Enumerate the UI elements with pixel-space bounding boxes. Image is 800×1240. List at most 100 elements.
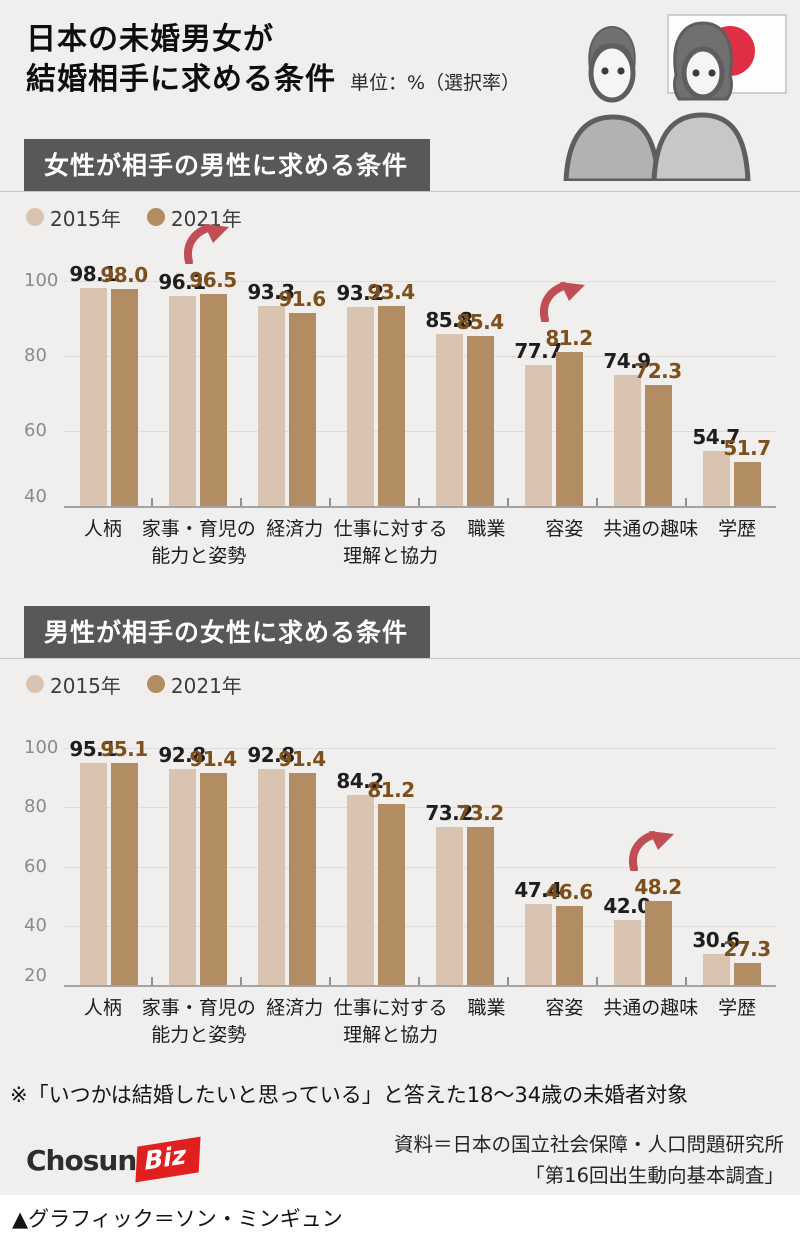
value-label: 85.8 [425, 308, 473, 333]
source-text: 資料＝日本の国立社会保障・人口問題研究所 「第16回出生動向基本調査」 [394, 1129, 784, 1191]
value-label: 95.1 [100, 736, 148, 761]
gridline [64, 748, 776, 749]
bar-2021年: 72.3 [634, 359, 682, 506]
category-label: 家事・育児の 能力と姿勢 [141, 518, 256, 567]
category-label: 仕事に対する 理解と協力 [333, 518, 448, 567]
category-label: 学歴 [718, 518, 757, 540]
bar-2021年: 96.5 [183, 224, 237, 506]
category-label: 共通の趣味 [603, 518, 699, 540]
increase-arrow-icon [539, 281, 586, 324]
y-axis-tick-label: 20 [24, 965, 47, 986]
category-label: 人柄 [83, 518, 122, 540]
bar-2021年: 81.2 [367, 778, 415, 985]
chosunbiz-logo: Chosun Biz [26, 1136, 201, 1182]
bar-2015年: 30.6 [692, 928, 740, 985]
bar-2021年: 48.2 [628, 831, 682, 985]
bar-group: 54.7 51.7 [687, 281, 776, 506]
value-label: 91.4 [278, 747, 326, 772]
bar-2015年: 54.7 [692, 425, 740, 506]
legend-men: 2015年 2021年 [26, 670, 800, 699]
legend-2015-swatch-icon [26, 675, 44, 693]
gridline [64, 431, 776, 432]
bar-group: 93.2 93.4 [331, 280, 420, 506]
value-label: 77.7 [514, 338, 562, 363]
value-label: 73.2 [456, 801, 504, 826]
logo-chosun-text: Chosun [26, 1143, 137, 1177]
value-label: 92.8 [247, 743, 295, 768]
bar-2015年: 73.2 [425, 801, 473, 985]
category-label: 家事・育児の 能力と姿勢 [141, 997, 256, 1046]
source-line1: 資料＝日本の国立社会保障・人口問題研究所 [393, 1133, 784, 1156]
category-label: 人柄 [83, 997, 122, 1019]
value-label: 96.5 [189, 268, 237, 293]
category-label: 職業 [467, 997, 506, 1019]
bar-group: 96.1 96.5 [153, 224, 242, 506]
legend-women: 2015年 2021年 [26, 203, 800, 232]
page-title-line2: 結婚相手に求める条件 [26, 62, 336, 97]
credit-text: ▲グラフィック＝ソン・ミンギュン [12, 1206, 343, 1231]
y-axis-tick-label: 100 [24, 737, 59, 758]
bar-2015年: 85.8 [425, 308, 473, 506]
value-label: 72.3 [634, 358, 682, 383]
bar-2015年: 92.8 [158, 743, 206, 985]
y-axis-tick-label: 80 [24, 796, 47, 818]
bar-group: 74.9 72.3 [598, 281, 687, 506]
legend-2015-swatch-icon [26, 208, 44, 226]
value-label: 91.4 [189, 747, 237, 772]
value-label: 74.9 [603, 349, 651, 374]
title-block: 日本の未婚男女が 結婚相手に求める条件 単位：%（選択率） [0, 0, 800, 103]
bar-group: 95.1 95.1 [64, 737, 153, 985]
increase-arrow-svg [539, 281, 585, 324]
bar-2015年: 95.1 [69, 737, 117, 985]
value-label: 48.2 [634, 875, 682, 900]
gridline [64, 866, 776, 868]
bar-2015年: 96.1 [158, 270, 206, 506]
bar-2021年: 91.4 [278, 747, 326, 985]
value-label: 98.0 [100, 262, 148, 287]
category-axis-women: 人柄 家事・育児の 能力と姿勢 経済力 仕事に対する 理解と協力 職業 容姿 共通の趣味 学歴 [64, 508, 776, 570]
gridline [64, 925, 776, 927]
y-axis-tick-label: 100 [24, 270, 59, 291]
category-label: 職業 [467, 518, 506, 540]
bar-2015年: 47.4 [514, 878, 562, 985]
unit-label: 単位：%（選択率） [350, 72, 521, 94]
y-axis-tick-label: 80 [24, 345, 47, 366]
increase-arrow-icon [183, 224, 230, 267]
chart-men: 100 80 60 40 20 95.1 95.1 92.8 91.4 92.8 91.4 84.2 8… [24, 737, 776, 1049]
value-label: 93.3 [247, 280, 295, 305]
bar-2015年: 42.0 [603, 894, 651, 985]
legend-2021-label: 2021年 [170, 673, 242, 698]
bar-group: 92.8 91.4 [153, 743, 242, 985]
value-label: 47.4 [514, 877, 562, 902]
value-label: 96.1 [158, 269, 206, 294]
value-label: 73.2 [425, 801, 473, 826]
bar-2015年: 93.3 [247, 280, 295, 506]
value-label: 54.7 [692, 424, 740, 449]
plot-area-women: 100 80 60 40 98.1 98.0 96.1 96.5 93.3 91.6 93.2 93.… [24, 224, 776, 508]
legend-2021-swatch-icon [146, 208, 165, 226]
woman-icon [651, 21, 751, 184]
bar-2021年: 46.6 [545, 880, 593, 985]
value-label: 51.7 [723, 436, 771, 461]
y-axis-tick-label: 40 [24, 914, 47, 936]
value-label: 98.1 [69, 262, 117, 287]
plot-area-men: 100 80 60 40 20 95.1 95.1 92.8 91.4 92.8 91.4 84.2 8… [24, 737, 776, 987]
bar-group: 84.2 81.2 [331, 748, 420, 985]
bar-2021年: 51.7 [723, 436, 771, 506]
bar-group: 73.2 73.2 [420, 748, 509, 985]
bar-group: 77.7 81.2 [509, 281, 598, 506]
legend-item-2015: 2015年 [26, 670, 121, 699]
bar-group: 47.4 46.6 [509, 748, 598, 985]
bar-group: 30.6 27.3 [687, 748, 776, 985]
legend-item-2021: 2021年 [146, 203, 242, 232]
value-label: 84.2 [336, 768, 384, 793]
page-title: 日本の未婚男女が 結婚相手に求める条件 単位：%（選択率） [26, 20, 800, 103]
section-women-rule: 女性が相手の男性に求める条件 [0, 139, 800, 192]
logo-biz-text: Biz [143, 1139, 188, 1176]
chart-women: 100 80 60 40 98.1 98.0 96.1 96.5 93.3 91.6 93.2 93.… [24, 224, 776, 570]
footnote: ※「いつかは結婚したいと思っている」と答えた18〜34歳の未婚者対象 [10, 1083, 689, 1107]
gridline [64, 356, 776, 357]
credit-strip: ▲グラフィック＝ソン・ミンギュン [0, 1195, 800, 1240]
category-label: 容姿 [545, 518, 584, 540]
